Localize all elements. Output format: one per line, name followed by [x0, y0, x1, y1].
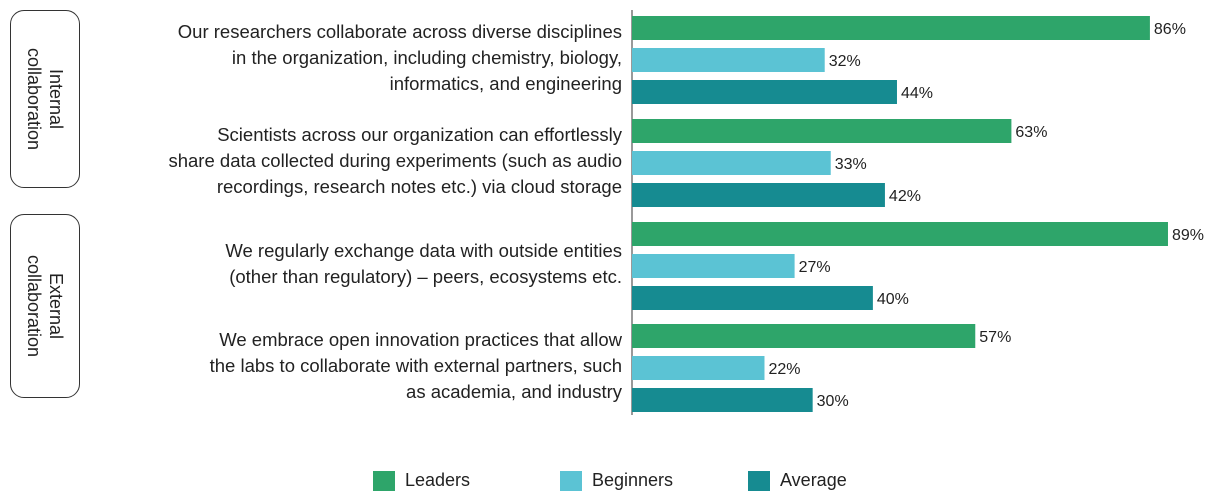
legend-label: Leaders: [405, 470, 471, 490]
value-label: 22%: [768, 361, 801, 378]
legend-label: Beginners: [592, 470, 674, 490]
legend-swatch: [560, 470, 582, 491]
legend-item: Average: [748, 470, 847, 491]
value-label: 57%: [979, 329, 1012, 346]
bar: [632, 388, 813, 412]
group-box: External collaboration: [10, 214, 80, 398]
group-label: External collaboration: [24, 254, 66, 358]
value-label: 89%: [1171, 227, 1204, 244]
bar: [632, 48, 825, 72]
value-label: 33%: [834, 156, 867, 173]
bar: [632, 324, 976, 348]
value-label: 63%: [1015, 124, 1048, 141]
value-label: 40%: [876, 291, 909, 308]
bar: [632, 254, 795, 278]
group-box: Internal collaboration: [10, 10, 80, 188]
value-label: 86%: [1153, 21, 1186, 38]
category-label: We regularly exchange data with outside …: [225, 240, 622, 287]
legend-item: Leaders: [373, 470, 470, 491]
bar: [632, 183, 885, 207]
legend-label: Average: [780, 470, 847, 490]
bar: [632, 286, 873, 310]
category-label: Scientists across our organization can e…: [168, 124, 622, 197]
legend-swatch: [748, 470, 770, 491]
value-label: 27%: [798, 259, 831, 276]
bar: [632, 356, 765, 380]
category-label: We embrace open innovation practices tha…: [209, 329, 622, 402]
bar: [632, 151, 831, 175]
legend-swatch: [373, 470, 395, 491]
bar: [632, 80, 897, 104]
legend-item: Beginners: [560, 470, 673, 491]
bar: [632, 119, 1012, 143]
group-label: Internal collaboration: [24, 47, 66, 151]
value-label: 42%: [888, 188, 921, 205]
bar: [632, 16, 1150, 40]
category-label: Our researchers collaborate across diver…: [177, 21, 622, 94]
value-label: 44%: [900, 85, 933, 102]
value-label: 32%: [828, 53, 861, 70]
value-label: 30%: [816, 393, 849, 410]
bar: [632, 222, 1168, 246]
